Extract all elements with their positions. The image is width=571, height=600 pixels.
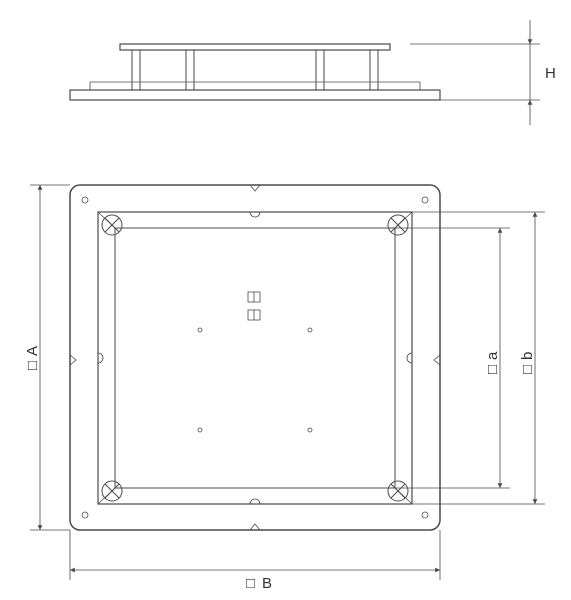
dimension-B xyxy=(70,530,440,580)
label-A: A xyxy=(24,346,41,356)
label-b-square: □ xyxy=(519,365,536,374)
label-b: b xyxy=(519,352,536,360)
label-A-square: □ xyxy=(24,361,41,370)
label-a: a xyxy=(484,352,501,360)
side-elevation-view xyxy=(70,44,440,100)
label-H: H xyxy=(545,65,556,82)
label-a-square: □ xyxy=(484,365,501,374)
label-B-square: □ xyxy=(246,575,255,592)
technical-drawing xyxy=(0,0,571,600)
dimension-A xyxy=(30,185,70,530)
label-B: B xyxy=(262,575,272,592)
dimension-H xyxy=(410,20,540,125)
plan-view xyxy=(70,185,440,530)
